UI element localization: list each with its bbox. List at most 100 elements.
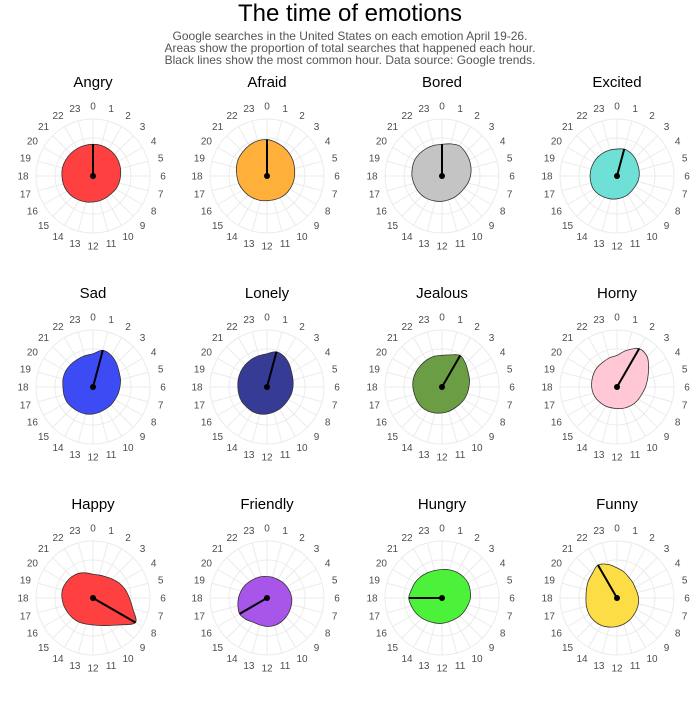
panel-title: Jealous: [416, 285, 468, 302]
hour-label: 4: [500, 137, 506, 148]
hour-label: 1: [282, 526, 288, 537]
hour-label: 21: [38, 544, 50, 555]
hour-label: 7: [682, 190, 688, 201]
hour-label: 14: [226, 443, 238, 454]
hour-label: 18: [366, 594, 378, 605]
hour-label: 0: [439, 313, 445, 324]
hour-label: 9: [489, 643, 495, 654]
peak-hour-line: [92, 350, 104, 388]
hour-label: 19: [544, 575, 556, 586]
hour-label: 23: [593, 104, 605, 115]
hour-label: 16: [376, 207, 388, 218]
hour-label: 22: [576, 533, 588, 544]
hour-label: 15: [562, 221, 574, 232]
hour-label: 20: [551, 137, 563, 148]
hour-label: 11: [106, 661, 117, 672]
hour-label: 15: [212, 432, 224, 443]
hour-label: 23: [418, 315, 430, 326]
hour-label: 21: [562, 544, 574, 555]
hour-label: 14: [401, 232, 413, 243]
hour-label: 14: [576, 443, 588, 454]
hour-label: 17: [544, 190, 556, 201]
panel-afraid: Afraid 0 1 2 3 4 5 6 7 8 9 10 11 12 13 14 15 16 17 18 19 20 21…: [179, 74, 355, 285]
hour-label: 6: [684, 594, 690, 605]
hour-label: 4: [675, 348, 681, 359]
hour-label: 23: [243, 526, 255, 537]
hour-label: 15: [38, 432, 50, 443]
hour-label: 0: [614, 313, 620, 324]
center-dot: [264, 173, 270, 179]
hour-label: 13: [593, 450, 605, 461]
hour-label: 13: [418, 450, 430, 461]
hour-label: 4: [500, 559, 506, 570]
hour-label: 0: [90, 102, 96, 113]
hour-label: 15: [562, 643, 574, 654]
subtitle-line-1: Google searches in the United States on …: [172, 29, 528, 43]
hour-label: 19: [544, 364, 556, 375]
hour-label: 0: [439, 524, 445, 535]
hour-label: 3: [314, 333, 320, 344]
hour-label: 16: [201, 207, 213, 218]
hour-label: 23: [69, 315, 81, 326]
hour-label: 9: [664, 221, 670, 232]
hour-label: 20: [27, 137, 39, 148]
hour-label: 15: [387, 432, 399, 443]
hour-label: 11: [280, 661, 291, 672]
hour-label: 21: [562, 122, 574, 133]
hour-label: 2: [299, 322, 305, 333]
hour-label: 4: [151, 137, 157, 148]
hour-label: 20: [201, 559, 213, 570]
hour-label: 6: [334, 594, 340, 605]
hour-label: 19: [20, 575, 32, 586]
hour-label: 21: [38, 333, 50, 344]
hour-label: 8: [675, 207, 681, 218]
hour-label: 9: [314, 221, 320, 232]
hour-label: 5: [507, 153, 513, 164]
peak-hour-line: [92, 597, 137, 624]
hour-label: 18: [541, 594, 553, 605]
hour-label: 1: [632, 315, 638, 326]
hour-label: 4: [151, 348, 157, 359]
center-dot: [90, 173, 96, 179]
hour-label: 6: [160, 594, 166, 605]
hour-label: 22: [576, 111, 588, 122]
hour-label: 17: [369, 190, 381, 201]
panel-title: Bored: [421, 74, 463, 91]
panel-title: Happy: [71, 496, 115, 513]
hour-label: 12: [261, 664, 273, 675]
hour-label: 19: [369, 153, 381, 164]
hour-label: 11: [455, 661, 466, 672]
hour-label: 14: [226, 232, 238, 243]
hour-label: 15: [38, 221, 50, 232]
hour-label: 23: [593, 526, 605, 537]
hour-label: 21: [387, 333, 399, 344]
hour-label: 14: [401, 443, 413, 454]
panel-title: Funny: [596, 496, 638, 513]
hour-label: 21: [387, 122, 399, 133]
center-dot: [439, 173, 445, 179]
hour-label: 4: [151, 559, 157, 570]
hour-label: 12: [611, 664, 623, 675]
hour-label: 11: [630, 661, 641, 672]
hour-label: 21: [212, 122, 224, 133]
hour-label: 7: [682, 612, 688, 623]
hour-label: 22: [401, 111, 413, 122]
hour-label: 20: [201, 137, 213, 148]
hour-label: 13: [69, 450, 81, 461]
hour-label: 18: [191, 172, 203, 183]
hour-label: 6: [334, 172, 340, 183]
hour-label: 1: [108, 315, 114, 326]
hour-label: 9: [664, 643, 670, 654]
center-dot: [90, 384, 96, 390]
hour-label: 19: [194, 575, 206, 586]
emotion-area: [62, 349, 121, 415]
hour-label: 10: [122, 443, 134, 454]
hour-label: 8: [500, 629, 506, 640]
hour-label: 3: [140, 333, 146, 344]
